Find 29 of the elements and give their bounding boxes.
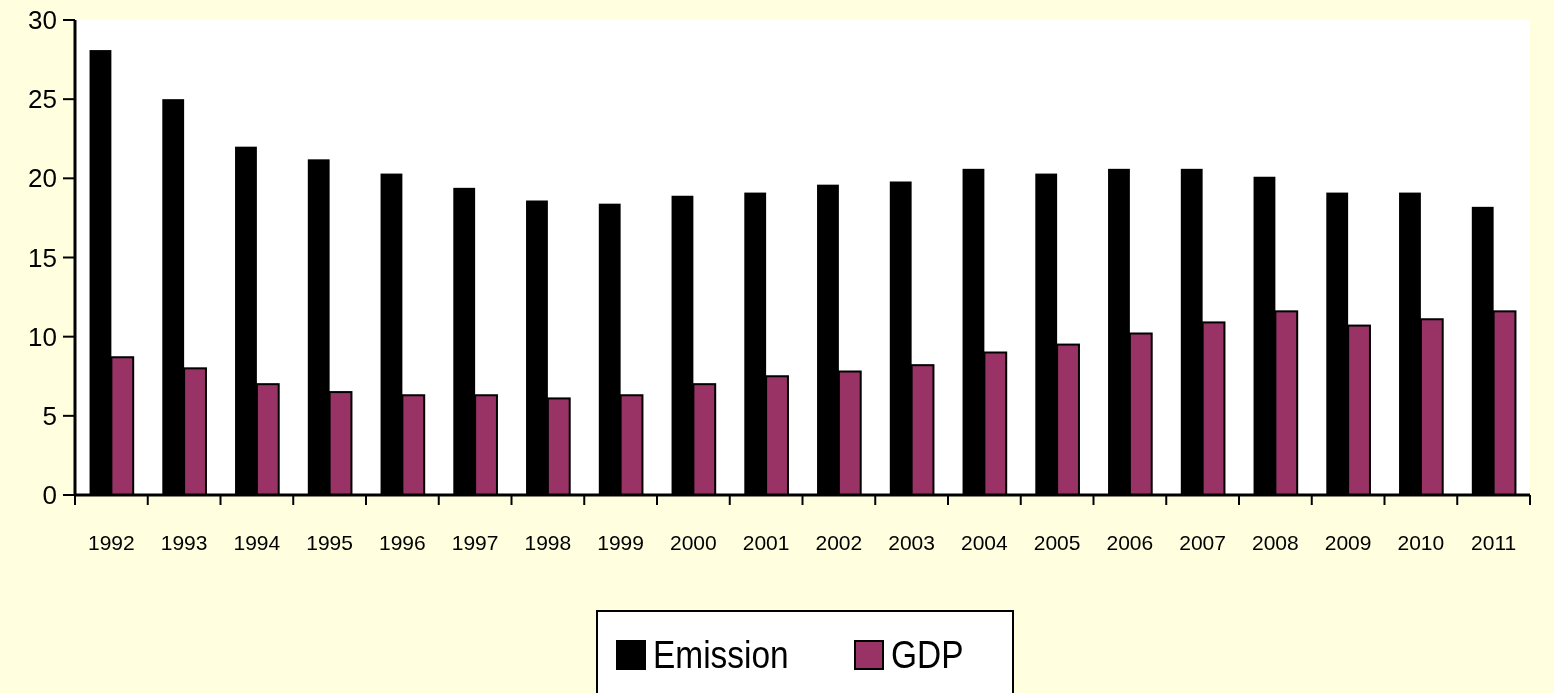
y-tick-label: 30 [28, 5, 57, 36]
legend-label: Emission [653, 634, 789, 677]
x-tick-label: 1992 [88, 531, 135, 554]
x-tick-label: 2004 [961, 531, 1009, 554]
x-tick-label: 2011 [1471, 531, 1517, 554]
x-tick-label: 2002 [815, 531, 863, 554]
x-tick-label: 2003 [888, 531, 935, 554]
x-tick-label: 1997 [451, 531, 499, 554]
x-tick-label: 2006 [1106, 531, 1154, 554]
y-tick-label: 15 [28, 242, 57, 273]
y-tick-label: 25 [28, 84, 57, 115]
x-tick-label: 2008 [1252, 531, 1299, 554]
x-tick-label: 1994 [233, 531, 281, 554]
y-tick-label: 10 [28, 321, 57, 352]
x-tick-label: 1999 [597, 531, 644, 554]
x-tick-label: 1998 [524, 531, 572, 554]
x-tick-label: 2010 [1397, 531, 1445, 554]
x-tick-label: 1995 [306, 531, 353, 554]
x-tick-label: 2001 [742, 531, 790, 554]
x-tick-label: 1996 [379, 531, 426, 554]
x-tick-label: 2000 [670, 531, 717, 554]
x-tick-label: 2007 [1179, 531, 1226, 554]
y-tick-label: 0 [42, 480, 57, 511]
x-tick-label: 2005 [1033, 531, 1081, 554]
y-tick-label: 5 [42, 400, 57, 431]
y-tick-label: 20 [28, 163, 57, 194]
x-tick-label: 1993 [160, 531, 208, 554]
x-tick-label: 2009 [1324, 531, 1372, 554]
legend-label: GDP [891, 634, 964, 677]
